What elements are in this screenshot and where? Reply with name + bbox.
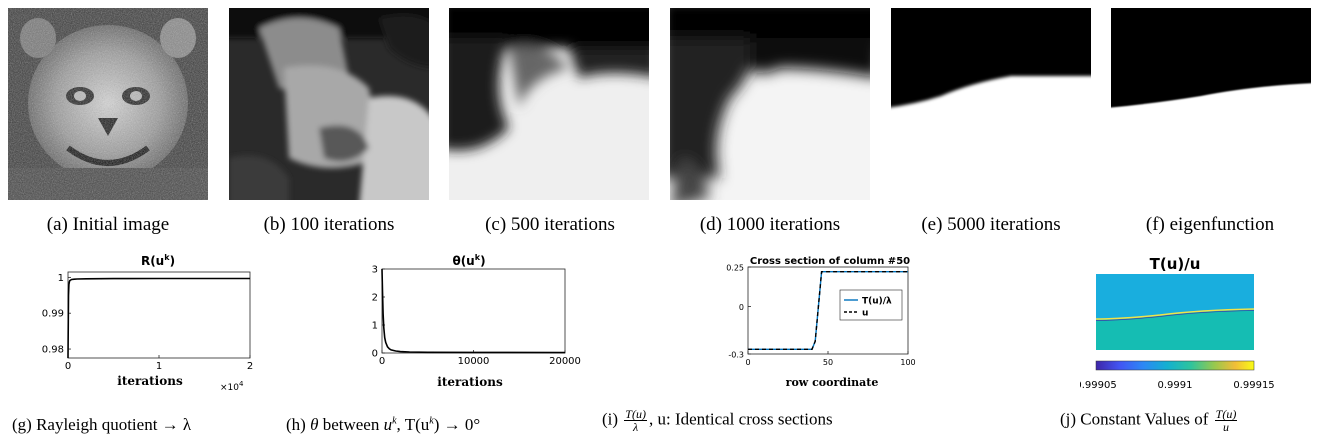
chart-title: Cross section of column #50 — [750, 256, 910, 267]
y-tick-label: 0 — [739, 303, 744, 312]
caption-a: (a) Initial image — [46, 214, 170, 235]
x-tick-label: 0 — [65, 361, 71, 372]
y-tick-label: 0 — [372, 349, 378, 360]
chart-rayleigh-quotient: R(uk) 0 1 2 0.98 0.99 1 iterations ×104 — [42, 253, 253, 392]
plot-area — [67, 271, 251, 359]
panel-c-500-iterations — [449, 8, 649, 200]
leopard-photo — [8, 8, 208, 200]
colorbar-tick-label: 0.9991 — [1158, 380, 1193, 391]
caption-j: (j) Constant Values of T(u) u — [1060, 407, 1238, 434]
caption-b: (b) 100 iterations — [263, 214, 395, 235]
segmentation-5000-iter — [891, 8, 1091, 200]
series-line — [748, 271, 908, 351]
x-axis-multiplier: ×104 — [220, 380, 244, 392]
chart-title: R(uk) — [141, 253, 175, 268]
x-tick-label: 20000 — [549, 356, 581, 367]
chart-ratio-heatmap: T(u)/u 0.99905 0.9991 0.99915 — [1080, 255, 1275, 391]
y-tick-label: 0.98 — [42, 345, 64, 356]
x-tick-label: 1 — [156, 361, 162, 372]
chart-cross-section: Cross section of column #50 0 50 100-0.300… — [726, 256, 915, 389]
x-axis-label: iterations — [117, 374, 183, 388]
panel-f-eigenfunction — [1111, 8, 1311, 200]
plot-area — [381, 268, 566, 354]
chart-theta-angle: θ(uk) 0 10000 20000 0 1 2 3 iterations — [372, 253, 581, 389]
caption-d: (d) 1000 iterations — [699, 214, 841, 235]
x-axis-label: row coordinate — [786, 376, 879, 389]
legend-label: T(u)/λ — [862, 297, 892, 307]
eigenfunction-image — [1111, 8, 1311, 200]
y-tick-label: 2 — [372, 293, 378, 304]
series-line — [381, 268, 566, 354]
caption-f: (f) eigenfunction — [1145, 214, 1275, 235]
y-tick-label: 0.99 — [42, 309, 64, 320]
y-tick-label: 3 — [372, 265, 378, 276]
panel-e-5000-iterations — [891, 8, 1091, 200]
colorbar-tick-label: 0.99905 — [1080, 380, 1117, 391]
caption-i: (i) T(u) λ, u: Identical cross sections — [602, 407, 833, 434]
segmentation-100-iter — [229, 8, 429, 200]
fraction: T(u) u — [1214, 407, 1238, 434]
x-tick-label: 2 — [247, 361, 253, 372]
y-tick-label: 0.25 — [726, 264, 744, 273]
y-tick-label: -0.3 — [728, 351, 744, 360]
y-tick-label: 1 — [58, 273, 64, 284]
legend — [839, 289, 903, 321]
segmentation-1000-iter — [670, 8, 870, 200]
segmentation-500-iter — [449, 8, 649, 200]
panel-a-initial-image — [8, 8, 208, 200]
heatmap-boundary — [1095, 310, 1255, 321]
fraction: T(u) λ — [624, 407, 647, 434]
chart-title: T(u)/u — [1150, 255, 1201, 273]
series-line — [67, 277, 250, 359]
heatmap-upper-region — [1096, 274, 1254, 319]
caption-c: (c) 500 iterations — [485, 214, 615, 235]
caption-g: (g) Rayleigh quotient → λ — [12, 415, 192, 434]
x-tick-label: 50 — [823, 358, 833, 367]
x-axis-label: iterations — [437, 375, 503, 389]
colorbar-tick-label: 0.99915 — [1233, 380, 1274, 391]
panel-b-100-iterations — [229, 8, 429, 200]
colorbar — [1095, 360, 1255, 371]
chart-title: θ(uk) — [452, 253, 485, 268]
x-tick-label: 100 — [900, 358, 915, 367]
legend-label: u — [862, 309, 868, 319]
caption-e: (e) 5000 iterations — [921, 214, 1061, 235]
heatmap-boundary — [1095, 308, 1255, 320]
x-tick-label: 10000 — [458, 356, 490, 367]
y-tick-label: 1 — [372, 321, 378, 332]
panel-d-1000-iterations — [670, 8, 870, 200]
caption-h: (h) θ between uk, T(uk) → 0° — [286, 415, 481, 434]
x-tick-label: 0 — [379, 356, 385, 367]
x-tick-label: 0 — [745, 358, 750, 367]
